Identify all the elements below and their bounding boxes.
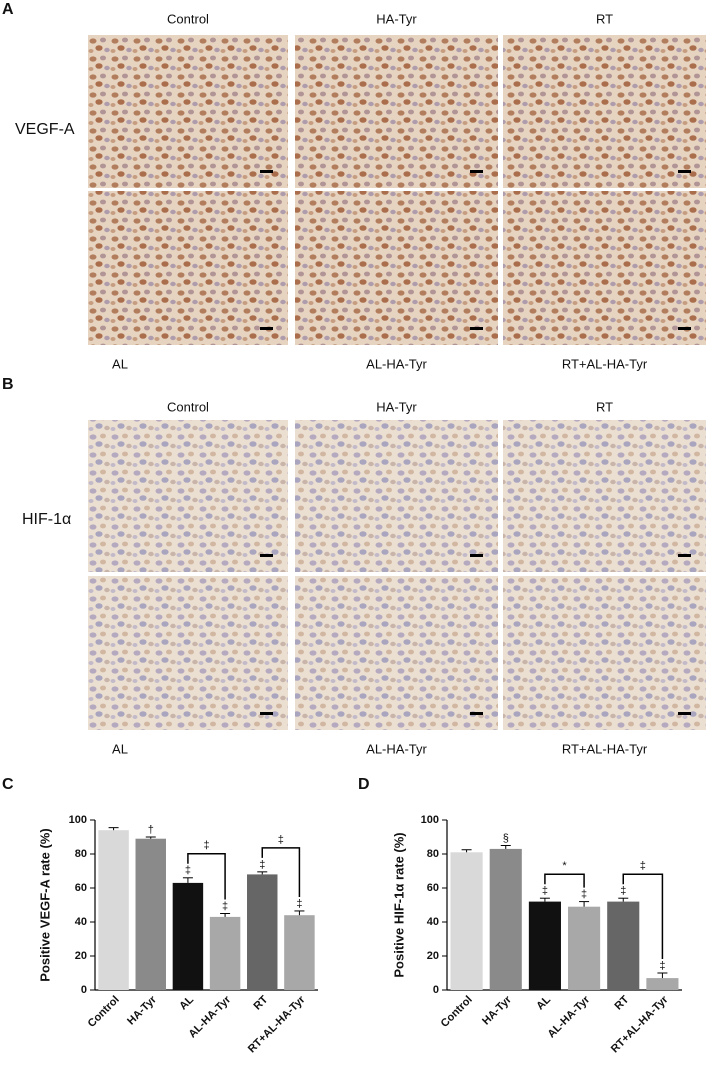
scale-bar: [470, 554, 483, 557]
scale-bar: [260, 170, 273, 173]
comparison-label: *: [562, 860, 567, 872]
micrograph: [295, 420, 498, 572]
comparison-bracket: [622, 873, 664, 959]
significance-label: ‡: [185, 865, 191, 877]
bar: [528, 901, 561, 990]
significance-label: ‡: [581, 889, 587, 901]
significance-label: ‡: [296, 898, 302, 910]
x-tick-label: AL-HA-Tyr: [545, 993, 592, 1040]
significance-label: †: [148, 824, 154, 836]
micrograph: [88, 35, 288, 188]
row-label: VEGF-A: [15, 121, 75, 138]
micrograph: [88, 576, 288, 730]
micrograph: [88, 420, 288, 572]
row-label: HIF-1α: [22, 511, 71, 528]
bar: [646, 978, 679, 990]
bar: [568, 906, 601, 990]
micrograph: [503, 420, 706, 572]
micrograph: [295, 191, 498, 345]
scale-bar: [470, 712, 483, 715]
scale-bar: [678, 554, 691, 557]
scale-bar: [470, 170, 483, 173]
x-tick-label: RT: [613, 993, 632, 1012]
comparison-bracket: [187, 853, 226, 900]
scale-bar: [260, 554, 273, 557]
comparison-bracket: [261, 847, 301, 897]
micrograph: [88, 191, 288, 345]
micrograph: [503, 191, 706, 345]
y-tick-label: 80: [75, 848, 87, 860]
x-tick-label: Control: [439, 994, 475, 1030]
column-label: Control: [167, 11, 209, 26]
significance-label: ‡: [222, 900, 228, 912]
y-axis-label: Positive VEGF-A rate (%): [37, 828, 52, 981]
bar: [172, 882, 204, 990]
y-tick-label: 0: [433, 984, 439, 996]
column-label: RT: [596, 11, 613, 26]
column-label: AL: [112, 741, 128, 756]
column-label: RT+AL-HA-Tyr: [562, 356, 648, 371]
column-label: AL-HA-Tyr: [366, 741, 427, 756]
column-label: HA-Tyr: [376, 11, 417, 26]
column-label: AL: [112, 356, 128, 371]
y-tick-label: 40: [427, 916, 439, 928]
x-tick-label: AL: [177, 993, 196, 1012]
bar: [247, 874, 278, 990]
x-tick-label: HA-Tyr: [125, 993, 159, 1027]
y-tick-label: 60: [427, 882, 439, 894]
bar: [135, 838, 166, 990]
micrograph: [295, 35, 498, 188]
y-tick-label: 20: [75, 950, 87, 962]
y-tick-label: 100: [421, 814, 439, 826]
significance-label: ‡: [620, 885, 626, 897]
panel-label: D: [358, 776, 370, 793]
panel-label: C: [2, 776, 14, 793]
y-tick-label: 40: [75, 916, 87, 928]
comparison-bracket: [544, 873, 585, 888]
bar: [450, 852, 483, 990]
significance-label: ‡: [259, 859, 265, 871]
significance-label: §: [503, 832, 509, 844]
y-tick-label: 0: [81, 984, 87, 996]
column-label: RT+AL-HA-Tyr: [562, 741, 648, 756]
panel-label: B: [2, 376, 14, 393]
y-tick-label: 60: [75, 882, 87, 894]
scale-bar: [678, 170, 691, 173]
bar: [98, 830, 129, 990]
x-tick-label: HA-Tyr: [480, 993, 514, 1027]
column-label: RT: [596, 399, 613, 414]
comparison-label: ‡: [278, 834, 284, 846]
column-label: HA-Tyr: [376, 399, 417, 414]
scale-bar: [470, 327, 483, 330]
y-tick-label: 80: [427, 848, 439, 860]
x-tick-label: AL: [534, 993, 553, 1012]
scale-bar: [260, 712, 273, 715]
scale-bar: [678, 712, 691, 715]
bar: [489, 848, 522, 990]
scale-bar: [260, 327, 273, 330]
micrograph: [503, 35, 706, 188]
column-label: Control: [167, 399, 209, 414]
bar: [209, 916, 241, 990]
micrograph: [503, 576, 706, 730]
significance-label: ‡: [542, 885, 548, 897]
scale-bar: [678, 327, 691, 330]
x-tick-label: RT: [252, 993, 271, 1012]
bar: [607, 901, 640, 990]
y-axis-label: Positive HIF-1α rate (%): [391, 832, 406, 977]
y-tick-label: 20: [427, 950, 439, 962]
micrograph: [295, 576, 498, 730]
column-label: AL-HA-Tyr: [366, 356, 427, 371]
x-tick-label: Control: [86, 994, 122, 1030]
significance-label: ‡: [659, 960, 665, 972]
panel-label: A: [2, 1, 14, 18]
y-tick-label: 100: [69, 814, 87, 826]
comparison-label: ‡: [640, 860, 646, 872]
comparison-label: ‡: [203, 840, 209, 852]
bar: [284, 915, 315, 990]
